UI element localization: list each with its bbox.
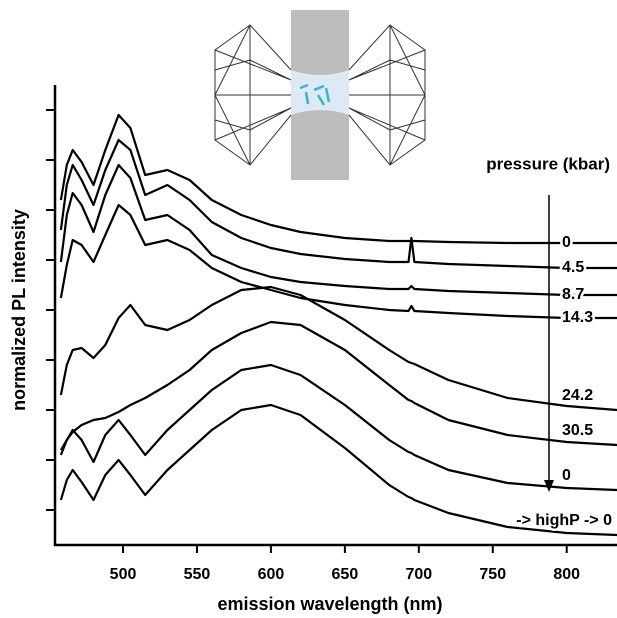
legend-label: 8.7 bbox=[562, 286, 584, 303]
spectrum-line bbox=[59, 403, 617, 537]
x-tick-label: 600 bbox=[258, 566, 285, 583]
spectrum-line bbox=[59, 203, 617, 320]
diamond-anvil-cell bbox=[214, 10, 426, 180]
legend-label: 24.2 bbox=[562, 387, 593, 404]
x-tick-label: 800 bbox=[553, 566, 580, 583]
spectrum-line bbox=[59, 363, 617, 492]
x-tick-label: 550 bbox=[184, 566, 211, 583]
x-tick-label: 650 bbox=[332, 566, 359, 583]
legend-label: 4.5 bbox=[562, 259, 584, 276]
legend-label: 0 bbox=[562, 467, 571, 484]
spectrum-line bbox=[59, 320, 617, 451]
x-tick-label: 750 bbox=[479, 566, 506, 583]
spectrum-line bbox=[59, 163, 617, 297]
legend-label: -> highP -> 0 bbox=[516, 512, 612, 529]
spectrum-line bbox=[59, 138, 617, 270]
legend-label: 0 bbox=[562, 234, 571, 251]
legend-label: 30.5 bbox=[562, 422, 593, 439]
x-tick-label: 500 bbox=[110, 566, 137, 583]
spectrum-line bbox=[59, 113, 617, 245]
x-tick-label: 700 bbox=[405, 566, 432, 583]
legend-title: pressure (kbar) bbox=[486, 154, 610, 173]
pressure-arrow bbox=[544, 195, 554, 492]
y-axis-label: normalized PL intensity bbox=[9, 209, 29, 411]
spectrum-line bbox=[59, 285, 617, 412]
x-axis-label: emission wavelength (nm) bbox=[217, 594, 442, 614]
legend-label: 14.3 bbox=[562, 309, 593, 326]
